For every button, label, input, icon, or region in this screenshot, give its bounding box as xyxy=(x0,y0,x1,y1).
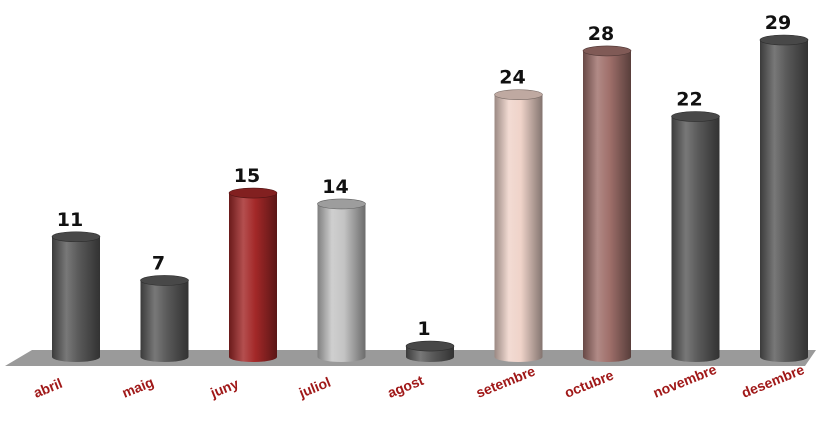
bar-body xyxy=(317,203,366,362)
data-label: 7 xyxy=(152,252,165,274)
category-label: desembre xyxy=(739,361,807,401)
bar-body xyxy=(583,50,631,363)
category-label: juliol xyxy=(296,374,333,401)
category-label: juny xyxy=(207,375,241,401)
bar-novembre xyxy=(671,111,720,362)
bar-body xyxy=(760,40,808,362)
data-label: 28 xyxy=(588,23,614,45)
bar-juliol xyxy=(317,198,366,362)
data-label: 22 xyxy=(676,89,702,111)
bar-top xyxy=(405,340,455,352)
bar-body xyxy=(140,280,189,362)
category-label: abril xyxy=(31,375,64,401)
bar-top xyxy=(494,89,543,100)
category-label: agost xyxy=(385,372,426,401)
bar-body xyxy=(671,116,720,362)
data-labels-group: 11 7 15 14 1 24 28 22 29 xyxy=(57,12,791,340)
bar-top xyxy=(671,111,720,122)
bar-body xyxy=(229,193,277,362)
data-label: 14 xyxy=(322,176,348,198)
bar-top xyxy=(228,187,278,199)
bar-top xyxy=(317,198,366,210)
data-label: 15 xyxy=(234,165,260,187)
data-label: 1 xyxy=(417,318,430,340)
bar-octubre xyxy=(582,45,632,363)
data-label: 24 xyxy=(499,67,525,89)
bar-agost xyxy=(405,340,455,362)
bar-top xyxy=(582,45,632,57)
bar-top xyxy=(759,34,809,46)
bar-juny xyxy=(228,187,278,362)
bar-maig xyxy=(140,275,189,362)
bar-top xyxy=(51,231,101,243)
bar-body xyxy=(494,94,543,362)
category-labels-group: abril maig juny juliol agost setembre octubre n… xyxy=(31,361,807,401)
bar-top xyxy=(140,275,189,286)
category-label: setembre xyxy=(474,363,538,401)
bar-setembre xyxy=(494,89,543,362)
bar-abril xyxy=(51,231,101,362)
bar-desembre xyxy=(759,34,809,362)
category-label: maig xyxy=(120,374,156,401)
category-label: octubre xyxy=(562,367,616,401)
bar-body xyxy=(52,236,100,362)
data-label: 29 xyxy=(765,12,791,34)
data-label: 11 xyxy=(57,209,83,231)
bars-group xyxy=(51,34,809,363)
category-label: novembre xyxy=(651,361,719,401)
